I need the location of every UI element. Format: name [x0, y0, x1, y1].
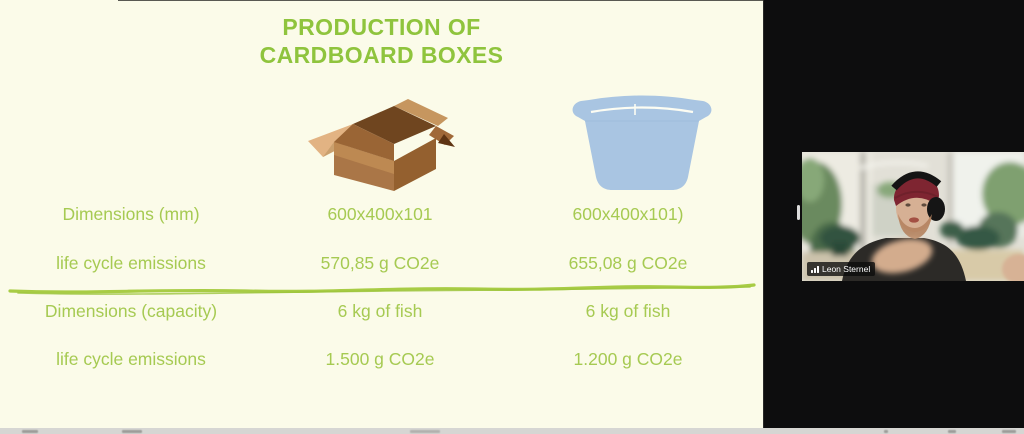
plastic-value: 1.200 g CO2e [573, 349, 683, 369]
slide-title-line1: PRODUCTION OF [282, 14, 481, 40]
window-top-edge [118, 0, 763, 1]
shared-screen-slide: PRODUCTION OF CARDBOARD BOXES Dimensions… [0, 0, 763, 428]
plastic-value: 6 kg of fish [585, 301, 671, 321]
cardboard-value: 6 kg of fish [337, 301, 423, 321]
hand-drawn-divider [8, 283, 756, 295]
cardboard-box-icon [308, 99, 455, 191]
slide-title-line2: CARDBOARD BOXES [259, 42, 504, 68]
participant-video-tile[interactable]: Leon Sternel [802, 152, 1024, 281]
row-label: life cycle emissions [56, 349, 206, 369]
plastic-crate-icon [572, 95, 712, 190]
row-label: life cycle emissions [56, 253, 206, 273]
participant-name: Leon Sternel [822, 263, 871, 274]
taskbar-remnant [948, 430, 956, 433]
taskbar-remnant [410, 430, 440, 433]
taskbar-remnant [1002, 430, 1016, 433]
taskbar-remnant [122, 430, 142, 433]
row-label: Dimensions (capacity) [44, 301, 218, 321]
taskbar-edge [0, 428, 1024, 434]
cardboard-value: 600x400x101 [327, 204, 433, 224]
panel-divider [763, 0, 764, 428]
taskbar-remnant [884, 430, 888, 433]
plastic-value: 655,08 g CO2e [568, 253, 688, 273]
panel-handle[interactable] [797, 205, 800, 220]
signal-bars-icon [811, 265, 819, 273]
table-row: Dimensions (capacity) 6 kg of fish 6 kg … [0, 301, 763, 321]
taskbar-remnant [22, 430, 38, 433]
webcam-video [802, 152, 1024, 281]
row-label: Dimensions (mm) [62, 204, 200, 224]
table-row: life cycle emissions 1.500 g CO2e 1.200 … [0, 349, 763, 369]
table-row: Dimensions (mm) 600x400x101 600x400x101) [0, 204, 763, 224]
cardboard-value: 1.500 g CO2e [325, 349, 435, 369]
table-row: life cycle emissions 570,85 g CO2e 655,0… [0, 253, 763, 273]
participant-person [842, 171, 1024, 281]
slide-title: PRODUCTION OF CARDBOARD BOXES [0, 13, 763, 69]
cardboard-value: 570,85 g CO2e [320, 253, 440, 273]
plastic-value: 600x400x101) [572, 204, 684, 224]
participant-name-tag: Leon Sternel [807, 262, 876, 276]
